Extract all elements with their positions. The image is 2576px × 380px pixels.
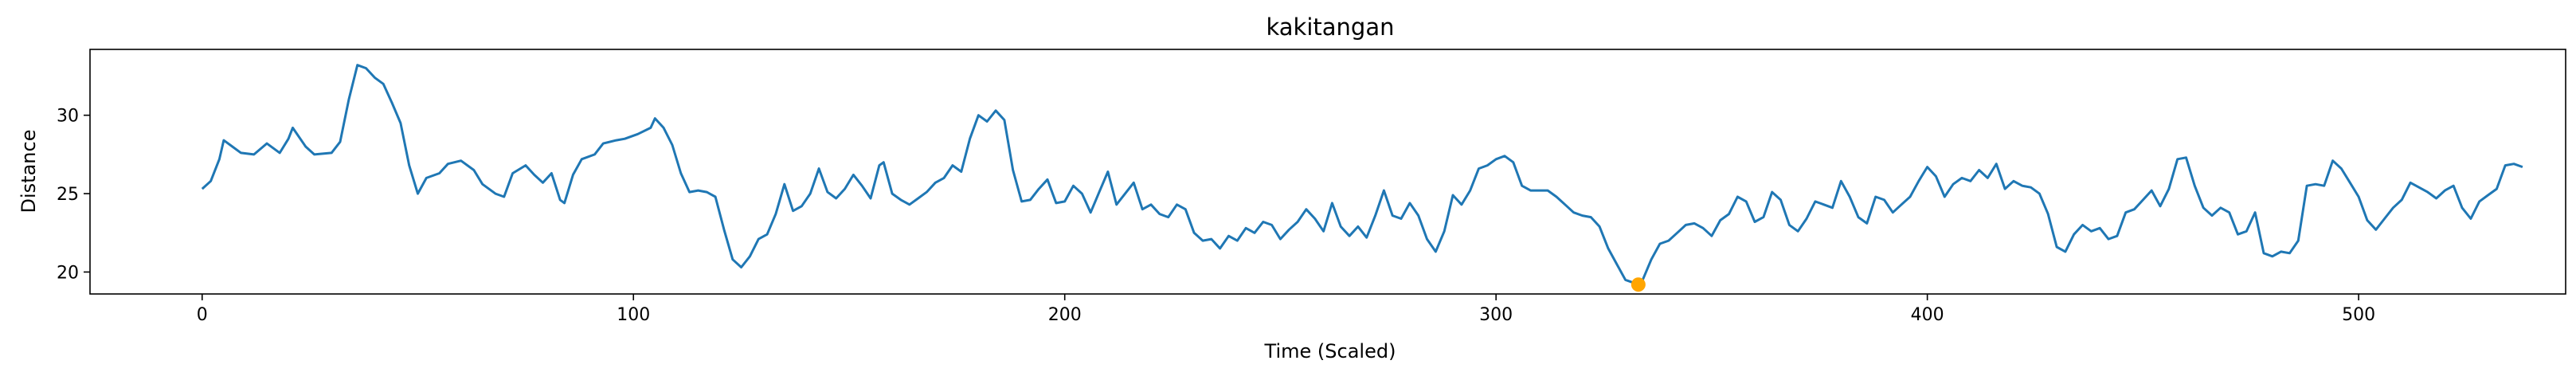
plot-area (201, 64, 2523, 292)
y-tick-label: 25 (57, 185, 79, 205)
x-tick-label: 500 (2342, 305, 2375, 325)
x-tick-label: 200 (1048, 305, 1082, 325)
x-tick-label: 300 (1479, 305, 1513, 325)
y-tick-label: 20 (57, 263, 79, 283)
y-axis: 20 25 30 (57, 107, 90, 283)
x-tick-label: 400 (1911, 305, 1944, 325)
axes-frame (89, 49, 2566, 295)
series-line-0 (201, 64, 2523, 284)
chart-title: kakitangan (1266, 14, 1395, 41)
x-tick-label: 0 (197, 305, 208, 325)
x-axis-label: Time (Scaled) (1264, 340, 1396, 362)
x-tick-label: 100 (617, 305, 650, 325)
x-axis: 0 100 200 300 400 500 (197, 294, 2375, 325)
highlight-marker (1631, 277, 1646, 292)
y-axis-label: Distance (18, 130, 40, 214)
y-tick-label: 30 (57, 107, 79, 127)
